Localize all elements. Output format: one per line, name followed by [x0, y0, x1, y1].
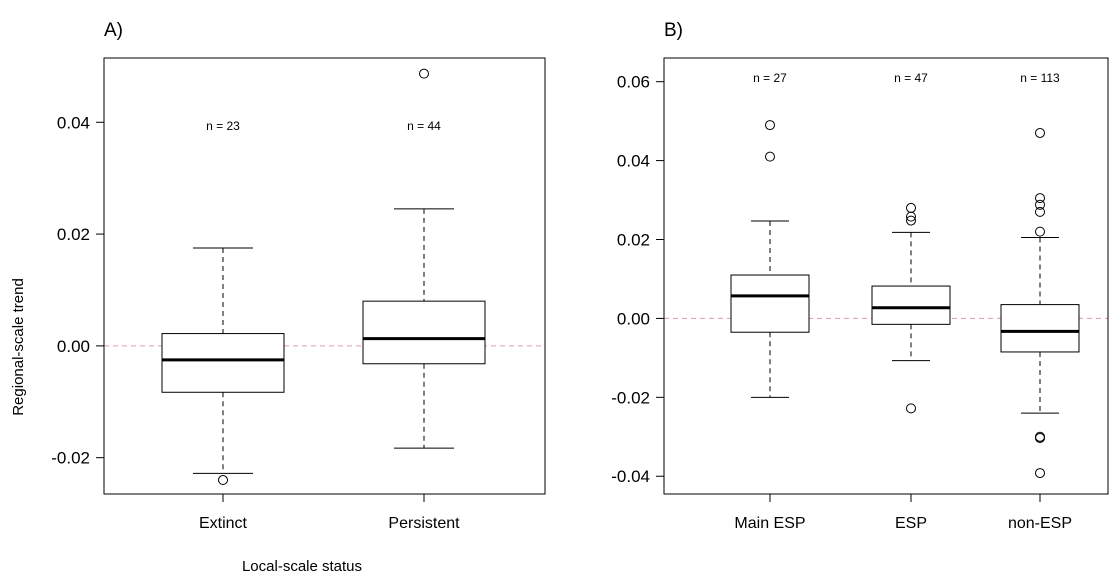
outlier-point: [1035, 226, 1045, 237]
x-axis-title: Local-scale status: [242, 558, 362, 575]
outlier-point: [1035, 127, 1045, 138]
y-tick-label: 0.04: [57, 113, 90, 132]
plot-frame: [663, 57, 1109, 495]
outlier-point: [906, 403, 916, 414]
y-tick-label: 0.04: [617, 152, 650, 171]
outlier-point: [1035, 468, 1045, 479]
n-label: n = 113: [1020, 71, 1060, 85]
box-persistent: n = 44 Persistent: [362, 68, 486, 532]
box-iqr: [871, 285, 951, 325]
panel-label: B): [664, 20, 683, 41]
category-label: ESP: [895, 515, 927, 532]
box-main-esp: n = 27 Main ESP: [730, 71, 810, 532]
y-tick-label: 0.00: [617, 309, 650, 328]
box-esp: n = 47 ESP: [871, 71, 951, 532]
category-label: Main ESP: [734, 515, 805, 532]
y-tick-label: -0.04: [611, 467, 650, 486]
panel-b: B) -0.04 -0.02 0.00 0.02 0.04 0.06 n = 27 Main E…: [611, 20, 1109, 532]
box-non-esp: n = 113 non-ESP: [1000, 71, 1080, 532]
plot-frame: [103, 57, 546, 495]
n-label: n = 44: [407, 119, 441, 133]
outlier-point: [765, 151, 775, 162]
n-label: n = 23: [206, 119, 240, 133]
outlier-point: [1035, 206, 1045, 217]
box-iqr: [161, 333, 285, 393]
category-label: Persistent: [388, 515, 460, 532]
outlier-point: [1035, 199, 1045, 210]
outlier-point: [1035, 432, 1045, 443]
box-iqr: [730, 274, 810, 333]
outlier-point: [1035, 193, 1045, 204]
box-iqr: [1000, 304, 1080, 353]
outlier-point: [906, 215, 916, 226]
box-iqr: [362, 300, 486, 365]
panel-a: A) -0.02 0.00 0.02 0.04 n = 23 Extinct n = 44 Pe…: [51, 20, 546, 532]
y-tick-label: 0.00: [57, 337, 90, 356]
y-tick-label: 0.02: [57, 225, 90, 244]
outlier-point: [419, 68, 429, 79]
y-tick-label: -0.02: [611, 388, 650, 407]
outlier-point: [906, 211, 916, 222]
y-axis-title: Regional-scale trend: [10, 278, 27, 416]
box-extinct: n = 23 Extinct: [161, 119, 285, 532]
n-label: n = 27: [753, 71, 787, 85]
panel-label: A): [104, 20, 123, 41]
category-label: Extinct: [199, 515, 248, 532]
category-label: non-ESP: [1008, 515, 1072, 532]
outlier-point: [765, 120, 775, 131]
n-label: n = 47: [894, 71, 928, 85]
outlier-point: [218, 475, 228, 486]
y-tick-label: 0.06: [617, 73, 650, 92]
y-tick-label: 0.02: [617, 231, 650, 250]
outlier-point: [906, 202, 916, 213]
y-tick-label: -0.02: [51, 449, 90, 468]
